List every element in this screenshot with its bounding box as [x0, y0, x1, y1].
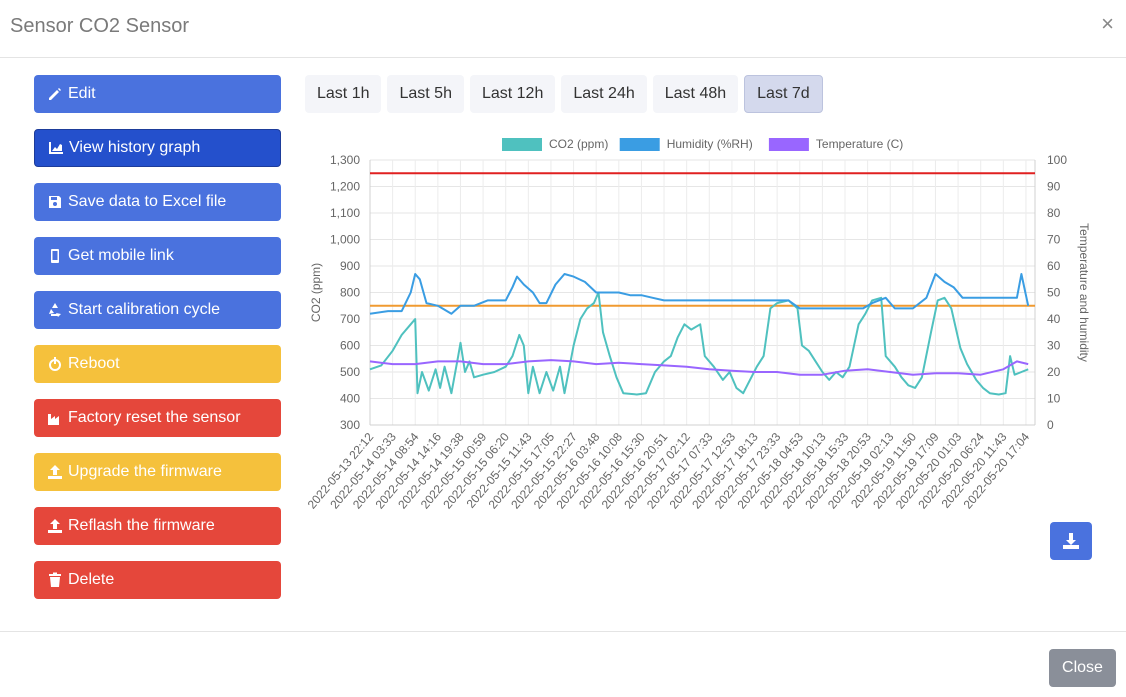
y-tick-right: 60 [1047, 259, 1061, 273]
y-tick-left: 700 [340, 312, 360, 326]
upgrade-firmware-button[interactable]: Upgrade the firmware [34, 453, 281, 491]
start-calibration-button[interactable]: Start calibration cycle [34, 291, 281, 329]
y-tick-right: 20 [1047, 365, 1061, 379]
y-tick-left: 400 [340, 392, 360, 406]
y-tick-right: 0 [1047, 418, 1054, 432]
legend-swatch [619, 138, 660, 151]
action-button-label: Get mobile link [68, 247, 174, 264]
power-icon [47, 356, 63, 372]
action-button-label: Factory reset the sensor [68, 409, 241, 426]
action-button-label: Upgrade the firmware [68, 463, 222, 480]
action-button-label: Reflash the firmware [68, 517, 215, 534]
y-tick-right: 50 [1047, 286, 1061, 300]
range-last-1h[interactable]: Last 1h [305, 75, 382, 113]
close-icon[interactable]: × [1101, 11, 1114, 36]
close-button[interactable]: Close [1049, 649, 1116, 687]
edit-button[interactable]: Edit [34, 75, 281, 113]
y-tick-right: 40 [1047, 312, 1061, 326]
action-button-label: Save data to Excel file [68, 193, 227, 210]
series-line-humidity-rh [369, 273, 1030, 315]
y-tick-left: 1,100 [330, 206, 360, 220]
y-tick-right: 30 [1047, 339, 1061, 353]
legend-swatch [502, 138, 542, 151]
download-chart-button[interactable] [1050, 522, 1092, 560]
chart-icon [48, 140, 64, 156]
y-axis-title-right: Temperature and humidity [1077, 223, 1091, 362]
factory-reset-button[interactable]: Factory reset the sensor [34, 399, 281, 437]
action-button-label: View history graph [69, 139, 201, 156]
legend-label: Temperature (C) [816, 137, 903, 151]
floppy-icon [47, 194, 63, 210]
upload-icon [47, 464, 63, 480]
y-tick-left: 800 [340, 286, 360, 300]
view-history-graph-button[interactable]: View history graph [34, 129, 281, 167]
range-last-24h[interactable]: Last 24h [561, 75, 647, 113]
y-tick-right: 100 [1047, 153, 1067, 167]
y-tick-left: 1,300 [330, 153, 360, 167]
trash-icon [47, 572, 63, 588]
modal-header: Sensor CO2 Sensor × [0, 0, 1126, 58]
reboot-button[interactable]: Reboot [34, 345, 281, 383]
action-buttons: Edit View history graph Save data to Excel… [34, 75, 281, 615]
upload-icon [47, 518, 63, 534]
y-axis-title-left: CO2 (ppm) [309, 263, 323, 322]
reflash-firmware-button[interactable]: Reflash the firmware [34, 507, 281, 545]
y-tick-right: 80 [1047, 206, 1061, 220]
y-tick-right: 90 [1047, 180, 1061, 194]
mobile-icon [47, 248, 63, 264]
y-tick-left: 1,200 [330, 180, 360, 194]
recycle-icon [47, 302, 63, 318]
range-last-5h[interactable]: Last 5h [387, 75, 464, 113]
action-button-label: Delete [68, 571, 115, 588]
range-last-7d[interactable]: Last 7d [744, 75, 823, 113]
time-range-selector: Last 1h Last 5h Last 12h Last 24h Last 48h La… [305, 75, 829, 113]
y-tick-left: 900 [340, 259, 360, 273]
range-last-12h[interactable]: Last 12h [469, 75, 556, 113]
y-tick-right: 70 [1047, 233, 1061, 247]
y-tick-left: 600 [340, 339, 360, 353]
y-tick-left: 500 [340, 365, 360, 379]
y-tick-left: 1,000 [330, 233, 360, 247]
download-icon [1063, 533, 1079, 549]
factory-icon [47, 410, 63, 426]
save-excel-button[interactable]: Save data to Excel file [34, 183, 281, 221]
range-last-48h[interactable]: Last 48h [652, 75, 739, 113]
legend-label: CO2 (ppm) [549, 137, 608, 151]
modal-footer: Close [0, 631, 1126, 697]
legend-label: Humidity (%RH) [667, 137, 753, 151]
delete-button[interactable]: Delete [34, 561, 281, 599]
get-mobile-link-button[interactable]: Get mobile link [34, 237, 281, 275]
series-line-co2-ppm [369, 291, 1029, 396]
action-button-label: Edit [68, 85, 96, 102]
legend-swatch [768, 138, 809, 151]
action-button-label: Reboot [68, 355, 120, 372]
history-chart: CO2 (ppm) Humidity (%RH) Temperature (C) 30… [305, 137, 1091, 512]
y-tick-right: 10 [1047, 392, 1061, 406]
modal-title: Sensor CO2 Sensor [10, 15, 189, 37]
pencil-icon [47, 86, 63, 102]
action-button-label: Start calibration cycle [68, 301, 221, 318]
y-tick-left: 300 [340, 418, 360, 432]
series-line-temperature-c [369, 359, 1029, 376]
